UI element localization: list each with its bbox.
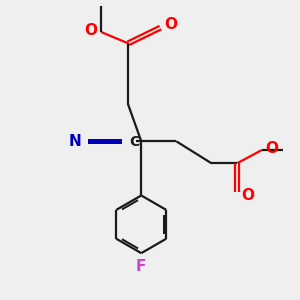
Text: O: O [266, 141, 278, 156]
Text: C: C [129, 135, 139, 149]
Text: O: O [241, 188, 254, 203]
Text: O: O [164, 17, 177, 32]
Text: O: O [85, 23, 98, 38]
Text: F: F [136, 259, 146, 274]
Text: N: N [69, 134, 82, 149]
